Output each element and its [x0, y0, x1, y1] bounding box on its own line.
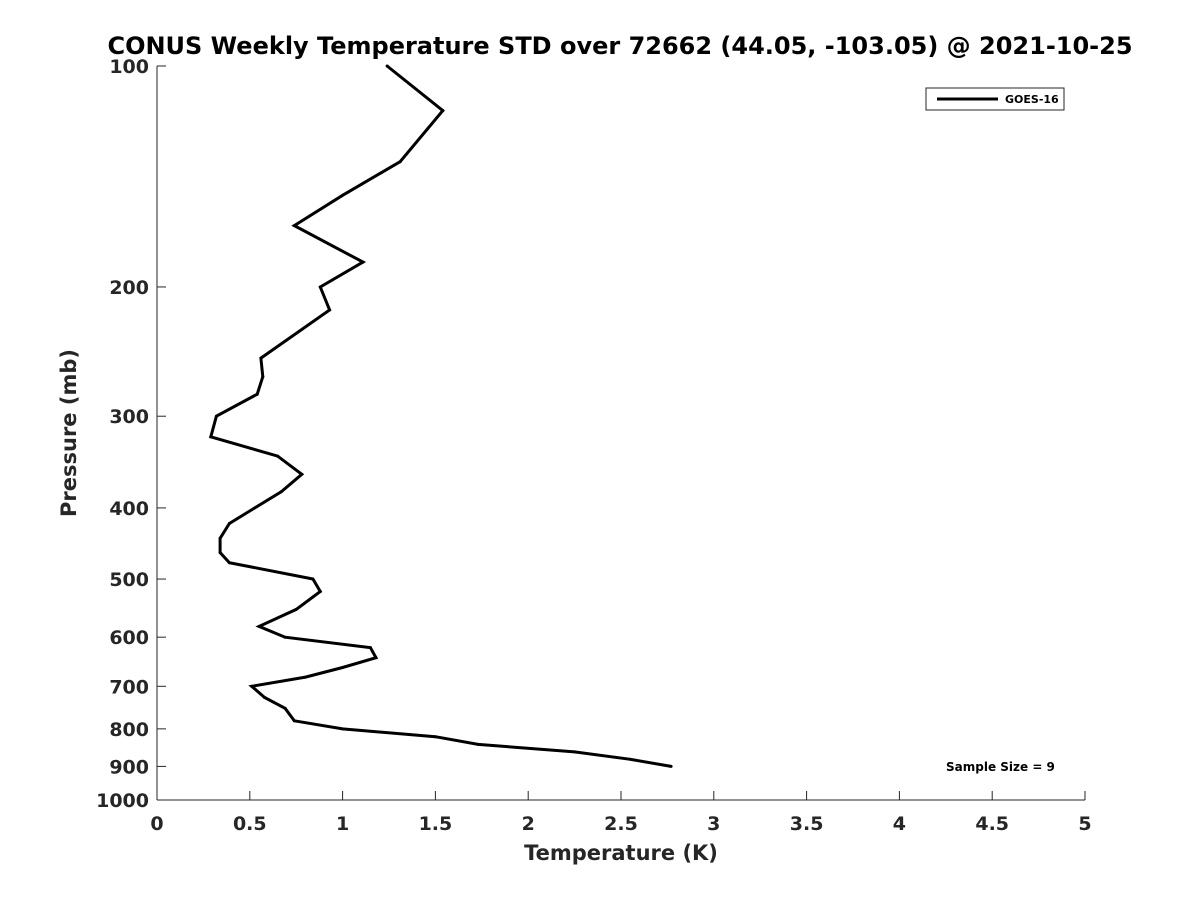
x-tick-label: 2: [522, 813, 535, 835]
data-point: [209, 435, 213, 439]
y-tick-label: 700: [109, 676, 149, 698]
y-tick-label: 300: [109, 406, 149, 428]
data-point: [294, 607, 298, 611]
data-point: [476, 742, 480, 746]
data-point: [341, 193, 345, 197]
x-tick-label: 1.5: [419, 813, 453, 835]
data-point: [261, 375, 265, 379]
data-point: [283, 706, 287, 710]
data-point: [341, 727, 345, 731]
data-point: [341, 666, 345, 669]
y-tick-label: 500: [109, 569, 149, 591]
y-tick-label: 100: [109, 56, 149, 78]
data-point: [361, 260, 365, 264]
data-point: [573, 750, 577, 754]
data-point: [385, 64, 389, 68]
axes: [156, 66, 1085, 801]
data-point: [218, 551, 222, 554]
data-point: [227, 561, 231, 565]
data-point: [250, 684, 254, 688]
x-ticks: 0 0.5 1 1.5 2 2.5 3 3.5 4 4.5 5: [150, 791, 1092, 835]
data-point: [318, 285, 322, 289]
x-tick-label: 2.5: [604, 813, 638, 835]
data-point: [292, 224, 296, 228]
legend: GOES-16: [925, 87, 1065, 111]
data-point: [441, 109, 445, 113]
series-layer: [208, 64, 673, 768]
x-tick-label: 0: [150, 813, 163, 835]
x-axis-label: Temperature (K): [524, 841, 718, 865]
sample-size-annotation: Sample Size = 9: [946, 760, 1055, 774]
x-tick-label: 3.5: [790, 813, 824, 835]
data-point: [227, 522, 231, 525]
data-point: [255, 392, 259, 396]
data-point: [263, 696, 267, 699]
y-axis-label: Pressure (mb): [57, 349, 81, 517]
x-tick-label: 1: [336, 813, 349, 835]
x-tick-label: 3: [707, 813, 720, 835]
data-point: [283, 635, 287, 639]
data-point: [292, 719, 296, 723]
x-tick-label: 4.5: [975, 813, 1009, 835]
y-tick-label: 800: [109, 719, 149, 741]
data-point: [257, 624, 261, 628]
data-point: [304, 675, 307, 679]
chart-title: CONUS Weekly Temperature STD over 72662 …: [107, 32, 1132, 60]
data-point: [318, 590, 322, 593]
data-point: [259, 356, 263, 360]
data-point: [300, 472, 304, 476]
y-tick-label: 600: [109, 627, 149, 649]
data-point: [218, 536, 222, 540]
data-point: [669, 764, 673, 768]
x-tick-label: 5: [1078, 813, 1091, 835]
y-ticks: 100 200 300 400 500 600 700 800 900 1000: [96, 56, 166, 812]
x-tick-label: 0.5: [233, 813, 267, 835]
data-point: [374, 656, 378, 660]
data-point: [214, 414, 218, 418]
y-tick-label: 400: [109, 498, 149, 520]
data-point: [433, 735, 437, 739]
data-point: [628, 757, 632, 761]
x-tick-label: 4: [893, 813, 906, 835]
y-tick-label: 1000: [96, 790, 149, 812]
y-tick-label: 900: [109, 756, 149, 778]
data-point: [328, 308, 332, 312]
data-point: [279, 490, 283, 494]
legend-label-goes-16: GOES-16: [1005, 93, 1059, 106]
series-line-goes-16: [208, 64, 672, 768]
data-point: [398, 160, 402, 164]
data-point: [368, 646, 372, 650]
y-tick-label: 200: [109, 277, 149, 299]
data-point: [311, 577, 315, 581]
data-point: [276, 454, 280, 458]
